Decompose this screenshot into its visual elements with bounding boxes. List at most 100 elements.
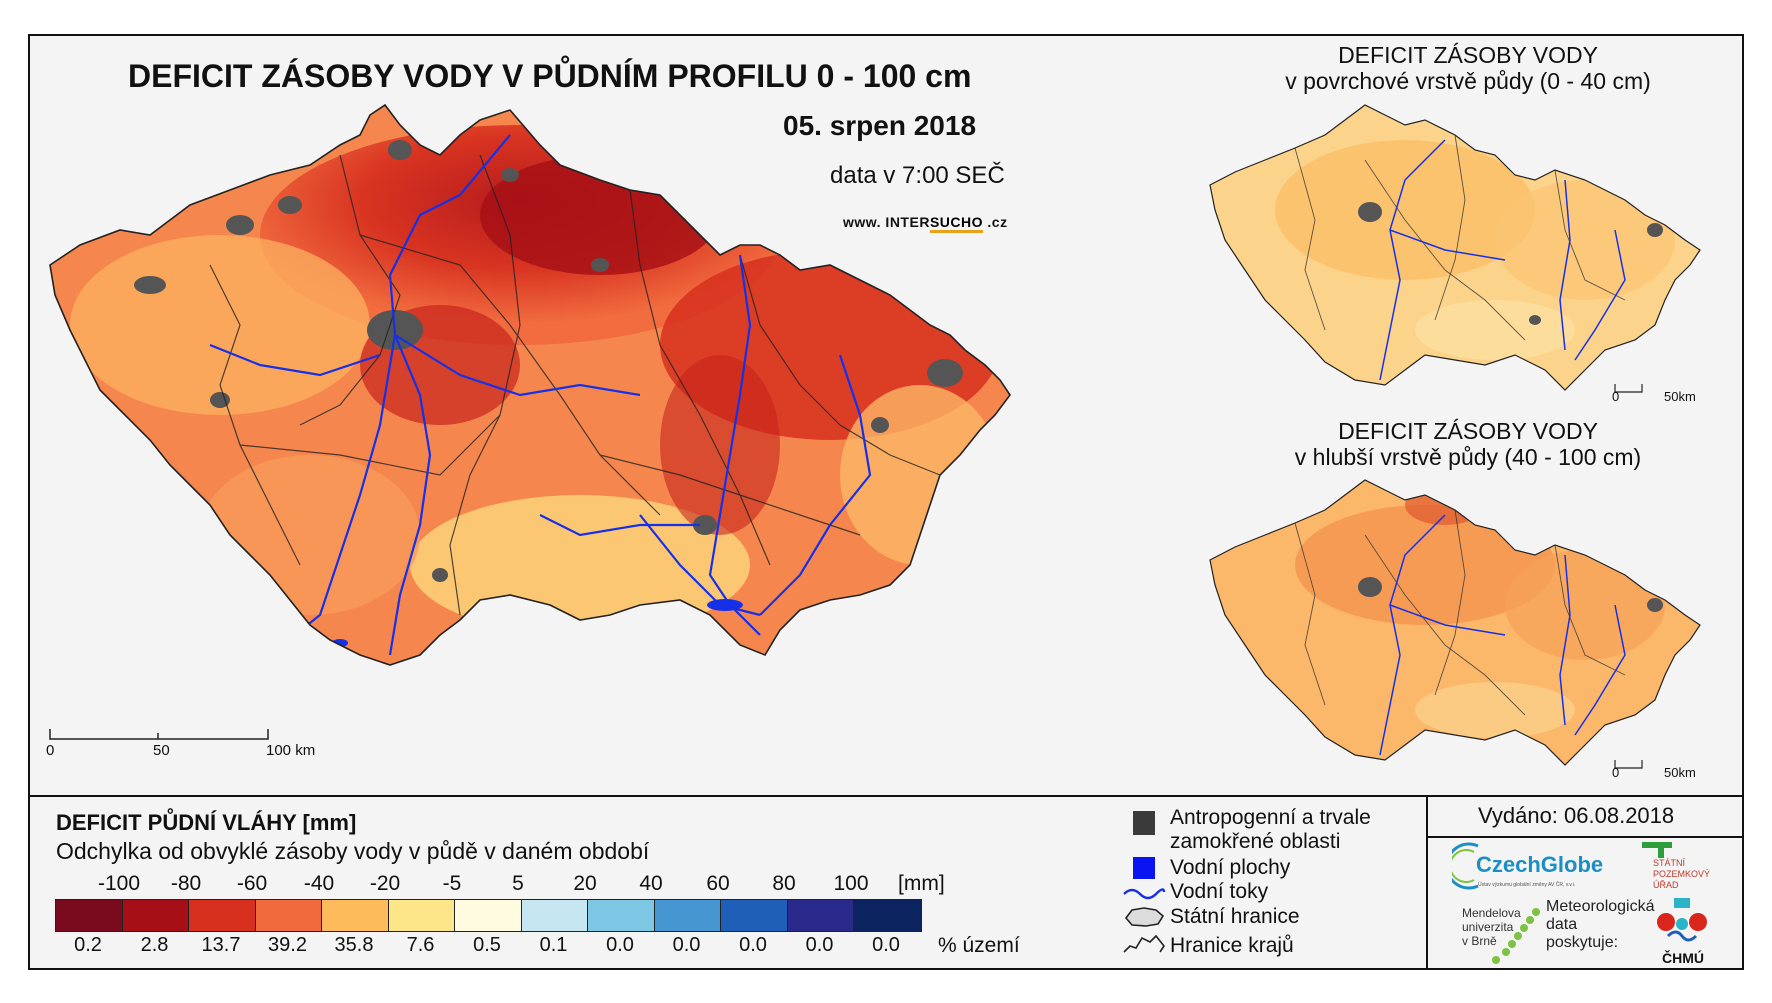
region-border-icon: [1123, 934, 1165, 953]
legend-tick: -5: [442, 872, 462, 895]
spu-name: STÁTNÍ POZEMKOVÝ ÚŘAD: [1653, 858, 1710, 891]
legend-tick: -20: [369, 872, 401, 895]
mendelu-logo-icon: [1492, 908, 1540, 964]
inset-bottom-scale-bar: [1614, 760, 1643, 769]
legend-swatch: [322, 900, 389, 931]
legend-percentage: 0.0: [739, 934, 767, 956]
inset-top-title-2: v povrchové vrstvě půdy (0 - 40 cm): [1285, 68, 1651, 94]
main-time: data v 7:00 SEČ: [830, 162, 1005, 189]
main-title: DEFICIT ZÁSOBY VODY V PŮDNÍM PROFILU 0 -…: [128, 58, 972, 94]
legend-rivers: Vodní toky: [1170, 880, 1269, 903]
footer-divider: [1426, 795, 1428, 970]
chmu-name: ČHMÚ: [1662, 950, 1704, 966]
legend-state-border: Státní hranice: [1170, 905, 1300, 928]
river-icon: [1123, 888, 1166, 900]
main-map: [49, 103, 1011, 666]
czechglobe-subtitle: Ústav výzkumu globální změny AV ČR, v.v.…: [1478, 882, 1576, 888]
legend-color-scale: [55, 899, 922, 932]
inset-bottom-map: [1209, 479, 1701, 766]
legend-percentage: 0.5: [473, 934, 501, 956]
legend-swatch: [455, 900, 522, 931]
legend-region-border: Hranice krajů: [1170, 934, 1294, 957]
legend-tick: -60: [236, 872, 268, 895]
legend-tick: -100: [97, 872, 141, 895]
inset-top-map: [1209, 104, 1701, 391]
legend-percentage: 7.6: [406, 934, 435, 956]
main-scale-0: 0: [46, 742, 55, 759]
legend-swatch: [255, 900, 322, 931]
legend-swatch: [189, 900, 256, 931]
legend-tick: 100: [833, 872, 869, 895]
mendelu-line2: univerzita: [1462, 920, 1514, 934]
legend-percentage: 35.8: [334, 934, 374, 956]
meteo-line3: poskytuje:: [1546, 934, 1619, 951]
legend-subtitle: Odchylka od obvyklé zásoby vody v půdě v…: [56, 838, 650, 864]
inset-bottom-scale-50: 50km: [1664, 765, 1696, 780]
legend-tick: -40: [303, 872, 335, 895]
legend-swatch: [56, 900, 123, 931]
legend-swatch: [721, 900, 788, 931]
anthropogenic-area-icon: [1133, 811, 1155, 835]
mendelu-name: Mendelova univerzita v Brně: [1462, 906, 1521, 948]
main-date: 05. srpen 2018: [783, 110, 977, 141]
spu-line2: POZEMKOVÝ: [1653, 869, 1711, 879]
inset-top-scale-bar: [1614, 384, 1643, 393]
main-scale-bar: [49, 729, 269, 740]
legend-percentage: 0.0: [872, 934, 900, 956]
mendelu-line1: Mendelova: [1462, 906, 1521, 920]
legend-swatch: [388, 900, 455, 931]
meteo-provider: Meteorologická data poskytuje:: [1546, 898, 1655, 952]
legend-swatch: [588, 900, 655, 931]
legend-ticks: -100 -80 -60 -40 -20 -5 5 20 40 60 80 10…: [56, 872, 956, 898]
site-prefix: www. INTER: [843, 214, 930, 230]
site-suffix: .cz: [983, 214, 1008, 230]
legend-divider: [28, 795, 1744, 797]
spu-line1: STÁTNÍ: [1653, 858, 1686, 868]
legend-tick: 80: [772, 872, 796, 895]
legend-percentage: 0.0: [672, 934, 701, 956]
czechglobe-name: CzechGlobe: [1476, 852, 1604, 877]
legend-title: DEFICIT PŮDNÍ VLÁHY [mm]: [56, 810, 357, 835]
issued-date: Vydáno: 06.08.2018: [1478, 803, 1675, 828]
state-border-icon: [1124, 907, 1165, 927]
legend-percentage: 0.0: [606, 934, 634, 956]
legend-swatch: [854, 900, 921, 931]
legend-tick: 40: [639, 872, 663, 895]
inset-top-title-1: DEFICIT ZÁSOBY VODY: [1338, 42, 1598, 68]
mendelu-line3: v Brně: [1462, 934, 1497, 948]
legend-percentage: 0.2: [74, 934, 102, 956]
inset-bottom-title-1: DEFICIT ZÁSOBY VODY: [1338, 418, 1598, 444]
legend-swatch: [122, 900, 189, 931]
meteo-line1: Meteorologická: [1546, 898, 1655, 915]
footer-issued-divider: [1426, 836, 1744, 838]
legend-anthro-line1: Antropogenní a trvale: [1170, 806, 1371, 829]
legend-water-bodies: Vodní plochy: [1170, 856, 1291, 879]
legend-percentage: 39.2: [268, 934, 307, 956]
legend-tick: 20: [573, 872, 597, 895]
legend-swatch: [521, 900, 588, 931]
website-link[interactable]: www. INTERSUCHO .cz: [843, 214, 1008, 233]
legend-swatch: [654, 900, 721, 931]
chmu-logo-icon: [1657, 898, 1707, 942]
legend-tick: 60: [706, 872, 730, 895]
inset-bottom-scale-0: 0: [1612, 765, 1620, 780]
legend-percentage: 0.0: [805, 934, 834, 956]
main-scale-100: 100 km: [266, 742, 316, 759]
legend-tick: -80: [170, 872, 202, 895]
legend-percentage: 2.8: [140, 934, 169, 956]
meteo-line2: data: [1546, 916, 1578, 933]
legend-swatch: [787, 900, 854, 931]
spu-logo-icon: [1642, 842, 1672, 858]
inset-top-scale-50: 50km: [1664, 389, 1696, 404]
site-highlight: SUCHO: [929, 214, 983, 233]
legend-unit: [mm]: [898, 872, 945, 895]
czechglobe-logo-icon: [1452, 842, 1479, 890]
main-scale-50: 50: [153, 742, 170, 759]
legend-tick: 5: [512, 872, 524, 895]
legend-percentage: 13.7: [201, 934, 241, 956]
inset-top-scale-0: 0: [1612, 389, 1620, 404]
spu-line3: ÚŘAD: [1653, 880, 1679, 890]
legend-anthro-line2: zamokřené oblasti: [1170, 830, 1341, 853]
inset-bottom-title-2: v hlubší vrstvě půdy (40 - 100 cm): [1294, 444, 1642, 470]
legend-pct-unit: % území: [938, 934, 1020, 957]
